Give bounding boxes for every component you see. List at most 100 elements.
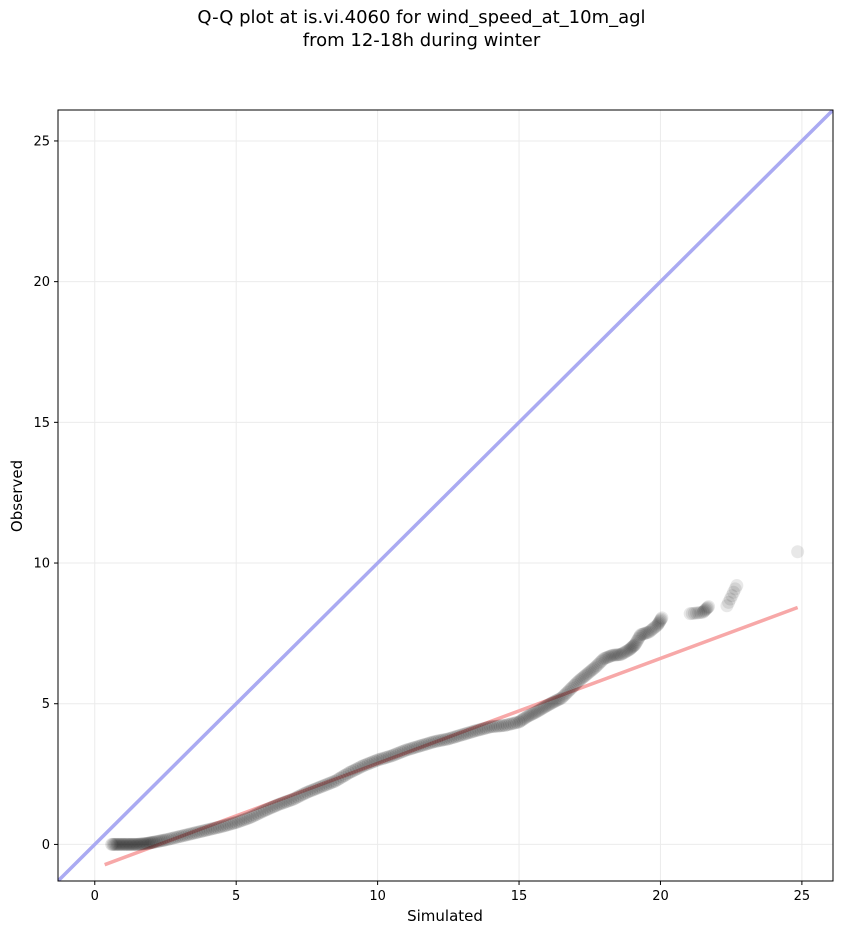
quantile-point bbox=[470, 723, 484, 737]
quantile-point bbox=[594, 655, 608, 669]
quantile-point bbox=[566, 680, 580, 694]
quantile-point bbox=[641, 625, 655, 639]
quantile-point bbox=[260, 803, 274, 817]
quantile-point bbox=[632, 631, 646, 645]
quantile-point bbox=[611, 648, 625, 662]
quantile-point bbox=[646, 621, 660, 635]
quantile-point bbox=[106, 837, 120, 851]
quantile-point bbox=[340, 767, 354, 781]
quantile-point bbox=[425, 735, 439, 749]
quantile-point bbox=[345, 764, 359, 778]
quantile-point bbox=[302, 784, 316, 798]
quantile-point bbox=[182, 827, 196, 841]
quantile-point bbox=[723, 592, 737, 606]
quantile-point bbox=[125, 837, 139, 851]
quantile-point bbox=[411, 740, 425, 754]
x-tick-label: 25 bbox=[794, 889, 811, 904]
quantile-point bbox=[649, 619, 663, 633]
quantile-point bbox=[722, 595, 736, 609]
quantile-point bbox=[316, 779, 330, 793]
y-tick-label: 25 bbox=[33, 134, 50, 149]
quantile-point bbox=[530, 704, 544, 718]
quantile-point bbox=[191, 825, 205, 839]
quantile-point bbox=[518, 711, 532, 725]
quantile-point bbox=[137, 837, 151, 851]
chart-title: Q-Q plot at is.vi.4060 for wind_speed_at… bbox=[0, 6, 843, 52]
quantile-point bbox=[623, 642, 637, 656]
quantile-point bbox=[513, 714, 527, 728]
quantile-point bbox=[321, 777, 335, 791]
quantile-point bbox=[505, 717, 519, 731]
quantile-point bbox=[550, 693, 564, 707]
quantile-point bbox=[385, 749, 399, 763]
quantile-point bbox=[143, 836, 157, 850]
x-tick-label: 5 bbox=[232, 889, 240, 904]
quantile-point bbox=[290, 790, 304, 804]
quantile-point bbox=[354, 760, 368, 774]
quantile-point bbox=[283, 793, 297, 807]
quantile-point bbox=[608, 648, 622, 662]
quantile-point bbox=[262, 802, 276, 816]
quantile-point bbox=[484, 720, 498, 734]
quantile-point bbox=[298, 787, 312, 801]
quantile-point bbox=[465, 725, 479, 739]
quantile-point bbox=[112, 837, 126, 851]
quantile-point bbox=[246, 809, 260, 823]
quantile-point bbox=[265, 801, 279, 815]
quantile-point bbox=[279, 795, 293, 809]
plot-frame bbox=[57, 109, 834, 882]
quantile-point bbox=[232, 815, 246, 829]
quantile-point bbox=[418, 738, 432, 752]
quantile-point bbox=[624, 641, 638, 655]
identity-line bbox=[58, 110, 833, 881]
quantile-point bbox=[257, 804, 271, 818]
quantile-point bbox=[201, 823, 215, 837]
quantile-point bbox=[510, 716, 524, 730]
quantile-point bbox=[361, 757, 375, 771]
quantile-point bbox=[604, 649, 618, 663]
quantile-point bbox=[543, 697, 557, 711]
quantile-point bbox=[486, 720, 500, 734]
quantile-point bbox=[267, 800, 281, 814]
quantile-point bbox=[140, 836, 154, 850]
quantile-point bbox=[690, 606, 704, 620]
quantile-point bbox=[698, 603, 712, 617]
quantile-point bbox=[636, 627, 650, 641]
quantile-point bbox=[338, 768, 352, 782]
quantile-point bbox=[515, 713, 529, 727]
quantile-point bbox=[692, 606, 706, 620]
quantile-point bbox=[335, 770, 349, 784]
quantile-point bbox=[655, 611, 669, 625]
quantile-point bbox=[587, 661, 601, 675]
quantile-point bbox=[627, 638, 641, 652]
quantile-point bbox=[194, 824, 208, 838]
quantile-point bbox=[210, 821, 224, 835]
quantile-point bbox=[110, 837, 124, 851]
quantile-point bbox=[132, 837, 146, 851]
quantile-point bbox=[581, 666, 595, 680]
quantile-point bbox=[359, 758, 373, 772]
quantile-point bbox=[521, 709, 535, 723]
quantile-point bbox=[567, 678, 581, 692]
quantile-point bbox=[526, 707, 540, 721]
quantile-point bbox=[177, 828, 191, 842]
quantile-point bbox=[556, 690, 570, 704]
quantile-point bbox=[512, 715, 526, 729]
quantile-point bbox=[617, 646, 631, 660]
quantile-point bbox=[281, 794, 295, 808]
quantile-point bbox=[371, 753, 385, 767]
quantile-point bbox=[595, 653, 609, 667]
quantile-point bbox=[612, 648, 626, 662]
quantile-point bbox=[286, 792, 300, 806]
quantile-point bbox=[203, 822, 217, 836]
quantile-point bbox=[488, 719, 502, 733]
quantile-point bbox=[319, 778, 333, 792]
quantile-point bbox=[644, 624, 658, 638]
quantile-point bbox=[139, 837, 153, 851]
quantile-point bbox=[626, 639, 640, 653]
quantile-point bbox=[153, 834, 167, 848]
quantile-point bbox=[630, 634, 644, 648]
y-tick-label: 0 bbox=[42, 838, 50, 853]
quantile-point bbox=[451, 729, 465, 743]
quantile-point bbox=[590, 659, 604, 673]
